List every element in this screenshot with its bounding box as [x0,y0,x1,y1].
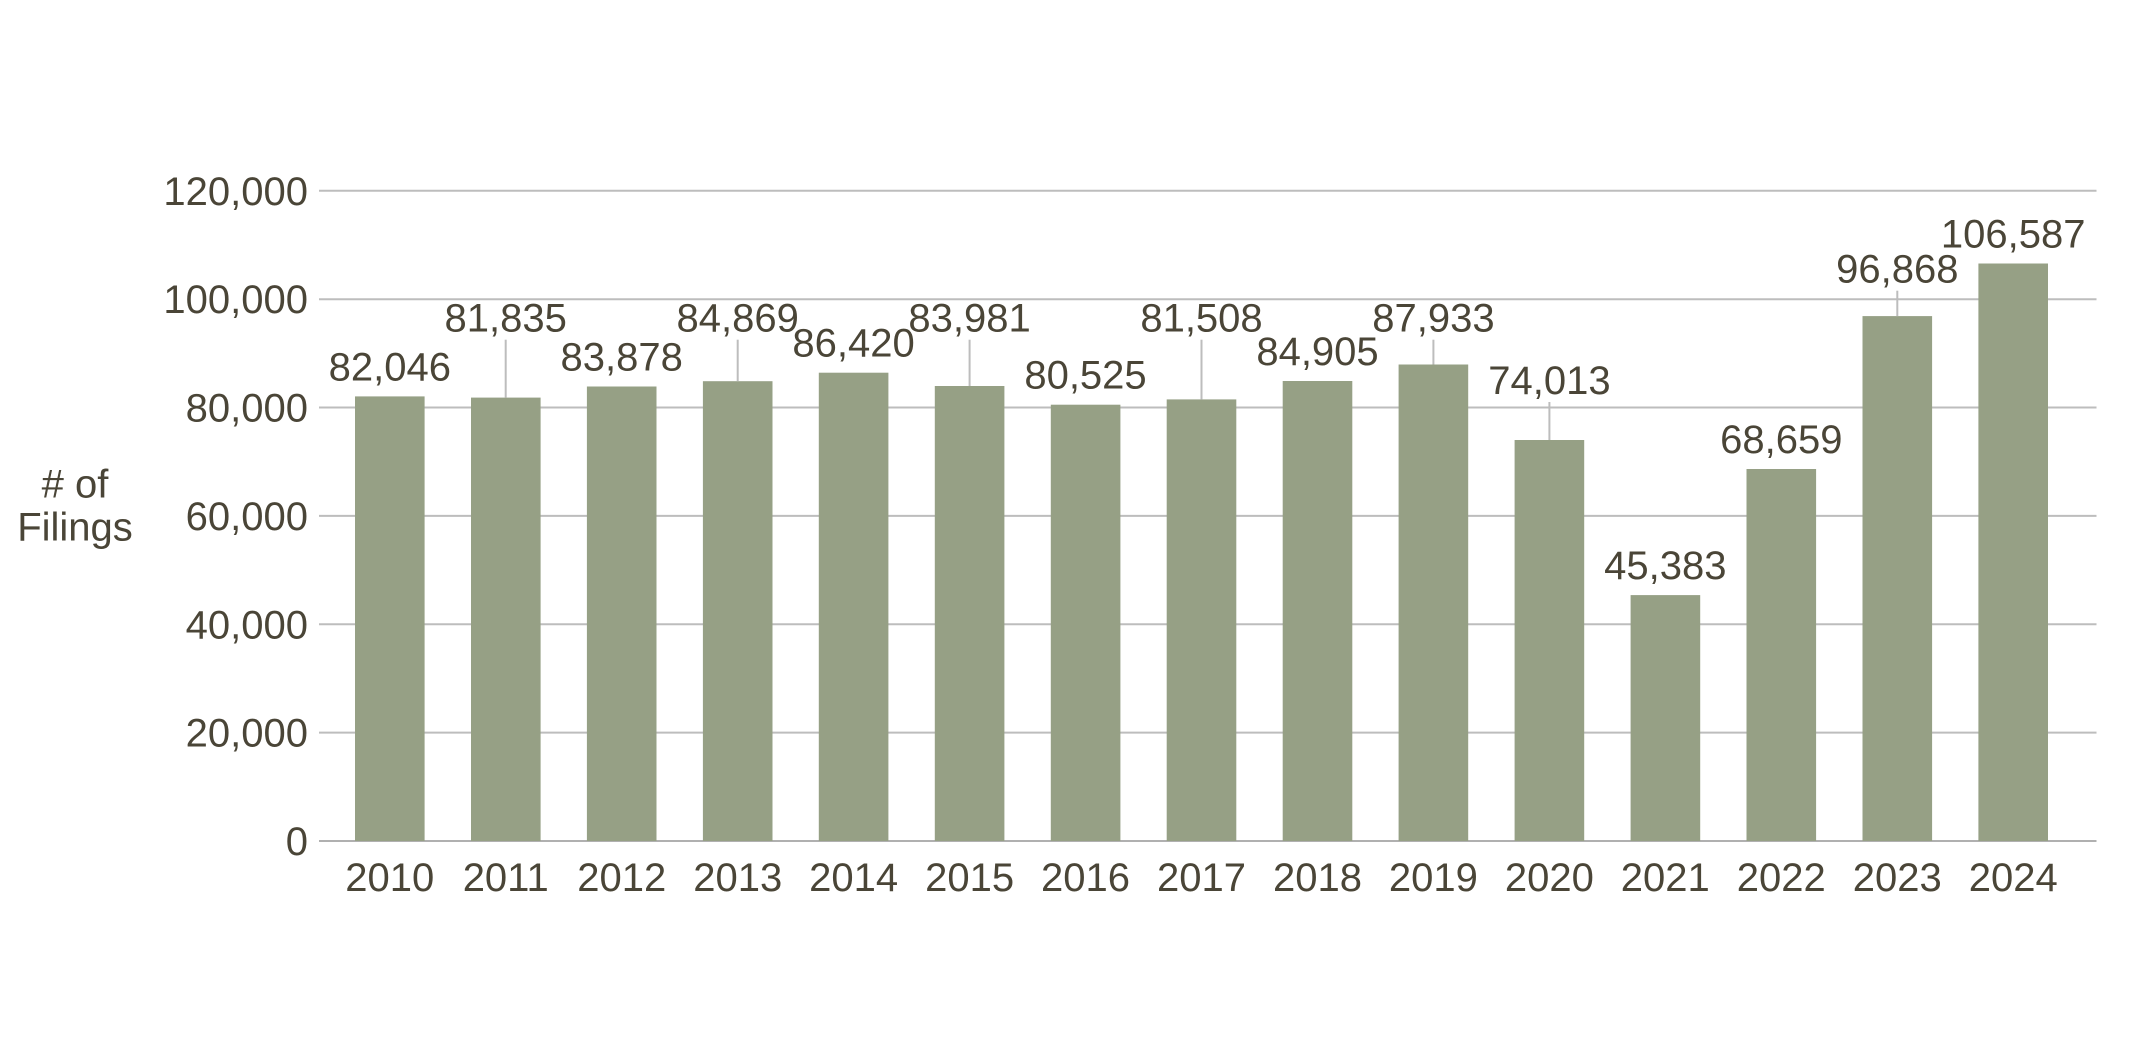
svg-text:2011: 2011 [463,856,549,900]
svg-text:2022: 2022 [1737,856,1826,900]
svg-text:68,659: 68,659 [1720,418,1842,462]
svg-text:83,878: 83,878 [561,336,683,380]
svg-text:20,000: 20,000 [186,712,308,756]
svg-text:81,835: 81,835 [445,297,567,341]
svg-text:86,420: 86,420 [792,322,914,366]
svg-text:2012: 2012 [577,856,666,900]
svg-text:106,587: 106,587 [1941,213,2086,257]
svg-text:82,046: 82,046 [329,345,451,389]
svg-text:84,869: 84,869 [677,297,799,341]
svg-text:2024: 2024 [1969,856,2058,900]
svg-text:80,525: 80,525 [1024,354,1146,398]
svg-text:2018: 2018 [1273,856,1362,900]
svg-text:60,000: 60,000 [186,495,308,539]
svg-text:100,000: 100,000 [163,278,308,322]
svg-text:81,508: 81,508 [1140,297,1262,341]
svg-text:120,000: 120,000 [163,170,308,214]
svg-text:Filings: Filings [17,506,133,550]
svg-text:2016: 2016 [1041,856,1130,900]
svg-text:0: 0 [286,820,308,864]
svg-text:74,013: 74,013 [1488,359,1610,403]
svg-text:45,383: 45,383 [1604,544,1726,588]
svg-text:2017: 2017 [1157,856,1246,900]
svg-text:2021: 2021 [1621,856,1710,900]
svg-text:40,000: 40,000 [186,603,308,647]
svg-text:2023: 2023 [1853,856,1942,900]
svg-text:# of: # of [42,463,110,507]
svg-text:84,905: 84,905 [1256,330,1378,374]
svg-text:2010: 2010 [345,856,434,900]
svg-text:83,981: 83,981 [908,297,1030,341]
svg-text:2013: 2013 [693,856,782,900]
svg-text:2020: 2020 [1505,856,1594,900]
svg-text:2015: 2015 [925,856,1014,900]
svg-text:80,000: 80,000 [186,387,308,431]
svg-text:87,933: 87,933 [1372,297,1494,341]
svg-text:2014: 2014 [809,856,898,900]
svg-text:2019: 2019 [1389,856,1478,900]
